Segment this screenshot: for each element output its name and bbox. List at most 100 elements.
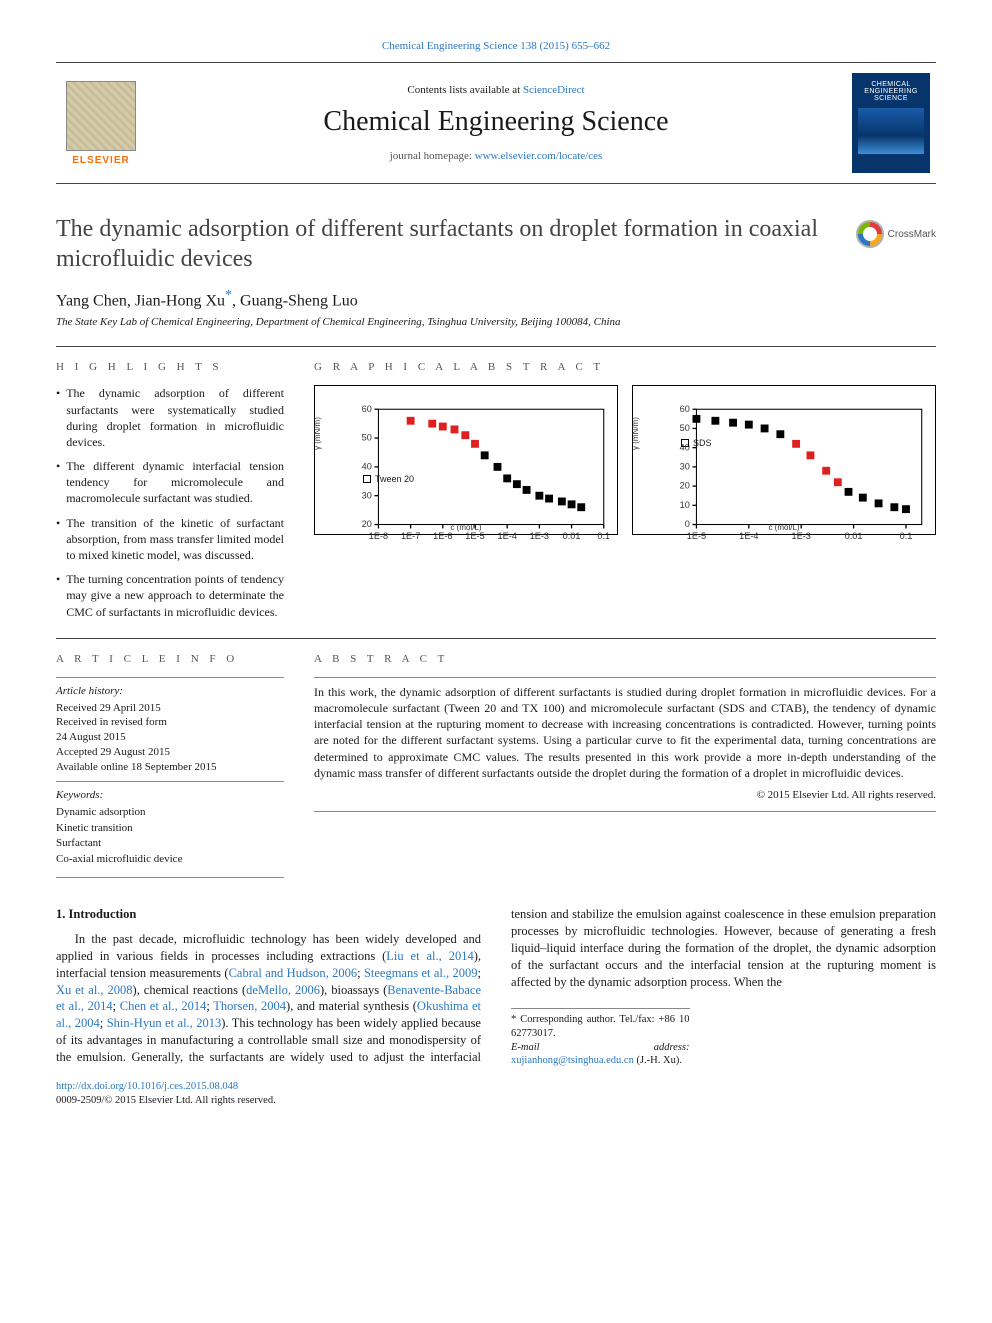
citation-link[interactable]: Liu et al., 2014 xyxy=(386,949,473,963)
chart-ylabel: γ (mN/m) xyxy=(313,417,322,450)
intro-text: ; xyxy=(478,966,481,980)
history-line: Available online 18 September 2015 xyxy=(56,760,284,775)
highlights-heading: H I G H L I G H T S xyxy=(56,361,284,373)
graphical-abstract-heading: G R A P H I C A L A B S T R A C T xyxy=(314,361,936,373)
crossmark-icon xyxy=(856,220,884,248)
ga-chart-tween20: γ (mN/m) c (mol/L) 20304050601E-81E-71E-… xyxy=(314,385,618,535)
doi-block: http://dx.doi.org/10.1016/j.ces.2015.08.… xyxy=(56,1080,936,1107)
legend-label: SDS xyxy=(693,438,712,448)
svg-text:0.1: 0.1 xyxy=(900,531,913,541)
email-tail: (J.-H. Xu). xyxy=(634,1055,682,1066)
crossmark-badge[interactable]: CrossMark xyxy=(856,220,936,248)
history-line: Accepted 29 August 2015 xyxy=(56,745,284,760)
svg-text:30: 30 xyxy=(680,462,690,472)
svg-text:50: 50 xyxy=(362,433,372,443)
svg-text:60: 60 xyxy=(362,404,372,414)
history-subhead: Article history: xyxy=(56,684,284,699)
article-info-block: Article history: Received 29 April 2015 … xyxy=(56,684,284,867)
citation-link[interactable]: Shin-Hyun et al., 2013 xyxy=(107,1016,222,1030)
cover-line1: CHEMICAL xyxy=(854,81,928,88)
contents-line: Contents lists available at ScienceDirec… xyxy=(154,84,838,96)
graphical-abstract-figure: γ (mN/m) c (mol/L) 20304050601E-81E-71E-… xyxy=(314,385,936,535)
svg-text:1E-8: 1E-8 xyxy=(369,531,388,541)
journal-cover-thumbnail: CHEMICAL ENGINEERING SCIENCE xyxy=(852,73,930,173)
legend-marker-icon xyxy=(681,439,689,447)
running-header: Chemical Engineering Science 138 (2015) … xyxy=(56,40,936,52)
keyword: Kinetic transition xyxy=(56,821,284,836)
rule xyxy=(56,638,936,639)
svg-text:0.1: 0.1 xyxy=(597,531,609,541)
svg-text:10: 10 xyxy=(680,500,690,510)
highlight-item: The transition of the kinetic of surfact… xyxy=(56,515,284,564)
chart-plot-right: 01020304050601E-51E-41E-30.010.1 xyxy=(665,404,927,548)
authors-line: Yang Chen, Jian-Hong Xu*, Guang-Sheng Lu… xyxy=(56,288,936,310)
email-link[interactable]: xujianhong@tsinghua.edu.cn xyxy=(511,1055,634,1066)
cover-line3: SCIENCE xyxy=(854,95,928,102)
info-rule xyxy=(56,677,284,678)
intro-text: ), chemical reactions ( xyxy=(133,983,247,997)
author-1: Yang Chen xyxy=(56,292,127,309)
keyword: Surfactant xyxy=(56,836,284,851)
citation-link[interactable]: Thorsen, 2004 xyxy=(213,999,286,1013)
svg-text:1E-4: 1E-4 xyxy=(498,531,517,541)
history-line: Received 29 April 2015 xyxy=(56,701,284,716)
citation-link[interactable]: Steegmans et al., 2009 xyxy=(364,966,478,980)
homepage-prefix: journal homepage: xyxy=(390,150,475,162)
chart-ylabel: γ (mN/m) xyxy=(631,417,640,450)
citation-link[interactable]: Chen et al., 2014 xyxy=(120,999,207,1013)
sciencedirect-link[interactable]: ScienceDirect xyxy=(523,84,585,96)
highlight-item: The different dynamic interfacial tensio… xyxy=(56,458,284,507)
svg-text:1E-6: 1E-6 xyxy=(433,531,452,541)
intro-text: ; xyxy=(357,966,364,980)
highlight-text: The turning concentration points of tend… xyxy=(66,571,284,620)
abstract-heading: A B S T R A C T xyxy=(314,653,936,665)
doi-link[interactable]: http://dx.doi.org/10.1016/j.ces.2015.08.… xyxy=(56,1080,936,1094)
info-rule xyxy=(314,811,936,812)
highlight-text: The transition of the kinetic of surfact… xyxy=(66,515,284,564)
corresponding-mark[interactable]: * xyxy=(225,288,232,303)
history-line: Received in revised form xyxy=(56,715,284,730)
copyright-line: © 2015 Elsevier Ltd. All rights reserved… xyxy=(314,789,936,801)
citation-link[interactable]: Benavente-Babace xyxy=(387,983,481,997)
contents-prefix: Contents lists available at xyxy=(407,84,522,96)
citation-link[interactable]: Cabral and Hudson, 2006 xyxy=(229,966,358,980)
elsevier-tree-icon xyxy=(66,81,136,151)
svg-text:0.01: 0.01 xyxy=(845,531,863,541)
highlight-text: The dynamic adsorption of different surf… xyxy=(66,385,284,450)
intro-text: ), bioassays ( xyxy=(320,983,387,997)
highlight-item: The turning concentration points of tend… xyxy=(56,571,284,620)
svg-text:1E-5: 1E-5 xyxy=(687,531,706,541)
body-columns: 1. Introduction In the past decade, micr… xyxy=(56,906,936,1068)
citation-link[interactable]: Xu et al., 2008 xyxy=(56,983,133,997)
info-rule xyxy=(314,677,936,678)
keyword: Dynamic adsorption xyxy=(56,805,284,820)
affiliation: The State Key Lab of Chemical Engineerin… xyxy=(56,316,936,328)
citation-link[interactable]: et al., 2014 xyxy=(56,999,113,1013)
intro-text: ), and material synthesis ( xyxy=(286,999,417,1013)
highlight-item: The dynamic adsorption of different surf… xyxy=(56,385,284,450)
svg-text:0: 0 xyxy=(685,519,690,529)
crossmark-label: CrossMark xyxy=(888,229,936,240)
homepage-line: journal homepage: www.elsevier.com/locat… xyxy=(154,150,838,162)
svg-text:40: 40 xyxy=(362,462,372,472)
homepage-url[interactable]: www.elsevier.com/locate/ces xyxy=(475,150,603,162)
svg-text:20: 20 xyxy=(362,519,372,529)
citation-link[interactable]: deMello, 2006 xyxy=(246,983,320,997)
publisher-name: ELSEVIER xyxy=(72,155,129,166)
corresponding-line: * Corresponding author. Tel./fax: +86 10… xyxy=(511,1013,690,1040)
highlights-list: The dynamic adsorption of different surf… xyxy=(56,385,284,619)
info-rule xyxy=(56,877,284,878)
masthead: ELSEVIER Contents lists available at Sci… xyxy=(56,62,936,184)
cover-line2: ENGINEERING xyxy=(854,88,928,95)
abstract-text: In this work, the dynamic adsorption of … xyxy=(314,684,936,781)
svg-text:60: 60 xyxy=(680,404,690,414)
intro-heading: 1. Introduction xyxy=(56,906,481,923)
svg-text:1E-3: 1E-3 xyxy=(530,531,549,541)
svg-text:1E-4: 1E-4 xyxy=(739,531,758,541)
publisher-logo-block: ELSEVIER xyxy=(62,81,140,166)
legend-marker-icon xyxy=(363,475,371,483)
svg-text:1E-7: 1E-7 xyxy=(401,531,420,541)
cover-art-icon xyxy=(858,108,924,154)
svg-text:1E-5: 1E-5 xyxy=(465,531,484,541)
keywords-subhead: Keywords: xyxy=(56,788,284,803)
